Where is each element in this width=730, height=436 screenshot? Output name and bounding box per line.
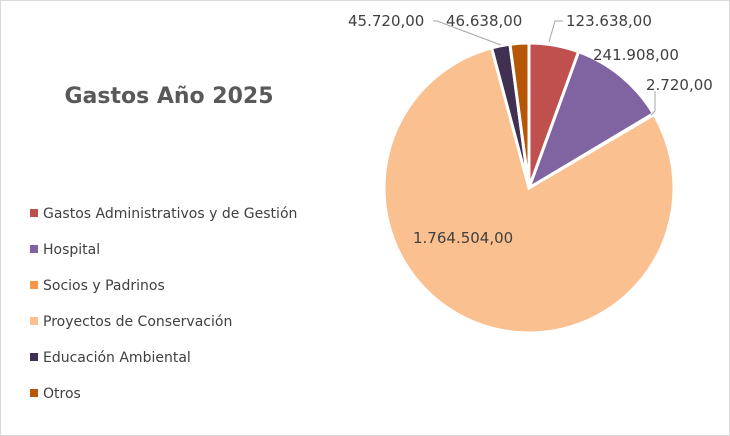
chart-title: Gastos Año 2025 (64, 84, 273, 109)
data-label: 2.720,00 (646, 76, 713, 94)
pie-slice (508, 41, 531, 189)
legend-entry: Gastos Administrativos y de Gestión (43, 206, 297, 222)
pie-slice (382, 46, 676, 335)
legend-entry: Hospital (43, 242, 100, 258)
data-label: 123.638,00 (566, 12, 652, 30)
leader-line (433, 20, 502, 46)
data-label: 46.638,00 (446, 12, 522, 30)
legend-swatch (30, 209, 38, 217)
pie-slice (526, 49, 656, 192)
leader-line (650, 91, 656, 116)
leader-line (548, 20, 563, 43)
legend-swatch (30, 353, 38, 361)
legend-entry: Proyectos de Conservación (43, 314, 232, 330)
data-label: 241.908,00 (593, 46, 679, 64)
legend-swatch (30, 245, 38, 253)
legend-swatch (30, 389, 38, 397)
data-label: 1.764.504,00 (413, 229, 513, 247)
legend-entry: Otros (43, 386, 81, 402)
legend-swatch (30, 317, 38, 325)
legend-entry: Educación Ambiental (43, 350, 191, 366)
legend-swatch (30, 281, 38, 289)
legend-entry: Socios y Padrinos (43, 278, 165, 294)
data-label: 45.720,00 (348, 12, 424, 30)
